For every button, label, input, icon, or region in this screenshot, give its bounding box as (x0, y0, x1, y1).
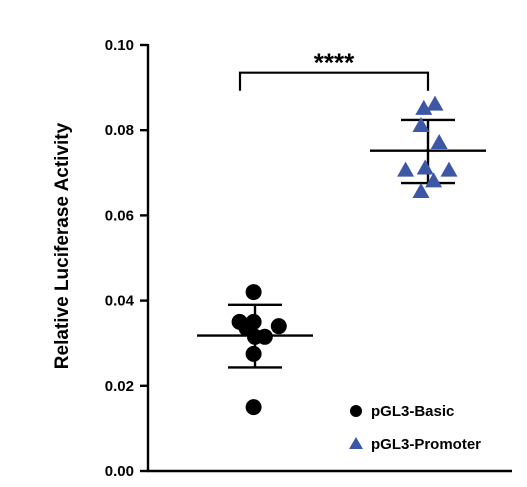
y-tick-label: 0.04 (105, 293, 135, 310)
data-point-triangle (425, 172, 443, 188)
y-tick-label: 0.00 (105, 463, 134, 480)
data-point-triangle (440, 161, 458, 177)
data-point-triangle (412, 116, 430, 132)
legend: pGL3-Basic pGL3-Promoter (349, 403, 481, 453)
data-point-triangle (430, 133, 448, 149)
y-tick-label: 0.06 (105, 207, 134, 224)
y-axis: 0.00 0.02 0.04 0.06 0.08 0.10 (105, 37, 512, 480)
legend-label: pGL3-Promoter (371, 436, 481, 453)
data-point-triangle (415, 99, 433, 115)
legend-label: pGL3-Basic (371, 403, 454, 420)
y-axis-label: Relative Luciferase Activity (52, 122, 73, 369)
significance-bracket (238, 71, 430, 91)
data-point-circle (245, 345, 262, 362)
significance-label: **** (314, 48, 355, 78)
legend-marker-circle (350, 405, 362, 417)
y-tick-label: 0.10 (105, 37, 134, 54)
data-point-circle (245, 284, 262, 301)
data-point-triangle (426, 95, 444, 111)
legend-marker-triangle (349, 437, 363, 449)
significance-annotation: **** (238, 48, 430, 91)
data-point-circle (270, 318, 287, 335)
data-point-circle (256, 328, 273, 345)
y-tick-label: 0.08 (105, 122, 134, 139)
data-point-circle (245, 399, 262, 416)
y-tick-label: 0.02 (105, 378, 134, 395)
data-point-triangle (412, 182, 430, 198)
data-points (231, 95, 458, 416)
data-point-triangle (416, 159, 434, 175)
data-point-triangle (397, 161, 415, 177)
